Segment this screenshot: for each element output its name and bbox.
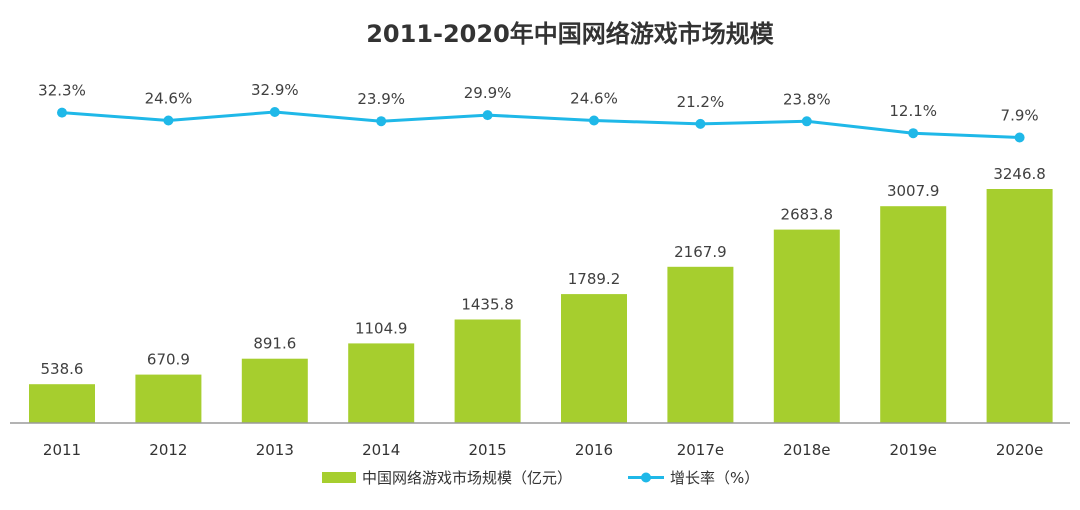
bar-value-label: 891.6 (253, 335, 296, 353)
bar (880, 206, 947, 423)
bar (135, 374, 202, 423)
growth-value-label: 32.3% (38, 82, 86, 100)
bar-value-label: 670.9 (147, 351, 190, 369)
bar (348, 343, 415, 423)
growth-value-label: 21.2% (677, 93, 725, 111)
legend-label-bar: 中国网络游戏市场规模（亿元） (362, 469, 572, 487)
growth-point (57, 107, 67, 118)
chart-title: 2011-2020年中国网络游戏市场规模 (366, 20, 775, 48)
growth-point (908, 128, 919, 139)
bar-value-label: 3007.9 (887, 182, 940, 200)
x-tick-label: 2012 (149, 441, 187, 459)
growth-value-label: 12.1% (889, 102, 937, 120)
growth-value-label: 23.9% (357, 90, 405, 108)
bar (561, 294, 627, 423)
growth-point (801, 116, 812, 127)
bar-value-label: 1435.8 (461, 296, 514, 314)
bar-value-label: 1104.9 (355, 319, 408, 337)
bar-series: 538.6 670.9 891.6 1104.9 1435.8 1789.2 2167.9 2… (29, 165, 1053, 423)
bar (241, 358, 308, 423)
bar-value-label: 1789.2 (568, 270, 621, 288)
bar-value-label: 3246.8 (993, 165, 1046, 183)
x-tick-label: 2019e (889, 441, 936, 459)
bar (454, 319, 521, 423)
x-tick-label: 2014 (362, 441, 400, 459)
growth-point (1014, 132, 1025, 143)
x-tick-labels: 2011 2012 2013 2014 2015 2016 2017e 2018e 2019e 2… (43, 441, 1043, 459)
x-tick-label: 2017e (677, 441, 724, 459)
growth-point (482, 110, 493, 121)
x-tick-label: 2013 (256, 441, 294, 459)
x-tick-label: 2016 (575, 441, 613, 459)
bar (29, 384, 95, 423)
bar-value-label: 2167.9 (674, 243, 727, 261)
growth-value-label: 29.9% (464, 84, 512, 102)
legend: 中国网络游戏市场规模（亿元） 增长率（%） (322, 469, 759, 487)
x-tick-label: 2011 (43, 441, 81, 459)
x-tick-label: 2020e (996, 441, 1043, 459)
growth-point (376, 116, 387, 127)
growth-value-label: 32.9% (251, 81, 299, 99)
bar (667, 266, 734, 423)
bar (773, 229, 840, 423)
bar (986, 189, 1053, 423)
x-tick-label: 2015 (469, 441, 507, 459)
growth-point (269, 107, 280, 117)
growth-line (61, 110, 1020, 139)
growth-value-label: 23.8% (783, 90, 831, 108)
growth-point (695, 118, 706, 129)
bar-value-label: 538.6 (41, 360, 84, 378)
growth-value-label: 7.9% (1001, 107, 1039, 125)
growth-point (589, 115, 599, 126)
growth-value-label: 24.6% (570, 90, 618, 108)
legend-label-line: 增长率（%） (670, 469, 759, 487)
legend-swatch-bar (322, 472, 356, 483)
growth-value-label: 24.6% (145, 90, 193, 108)
legend-swatch-dot (641, 472, 651, 483)
growth-line-series: 32.3% 24.6% 32.9% 23.9% 29.9% 24.6% 21.2% 23.8%… (38, 81, 1039, 143)
x-tick-label: 2018e (783, 441, 830, 459)
bar-value-label: 2683.8 (781, 206, 834, 224)
growth-point (163, 115, 174, 126)
